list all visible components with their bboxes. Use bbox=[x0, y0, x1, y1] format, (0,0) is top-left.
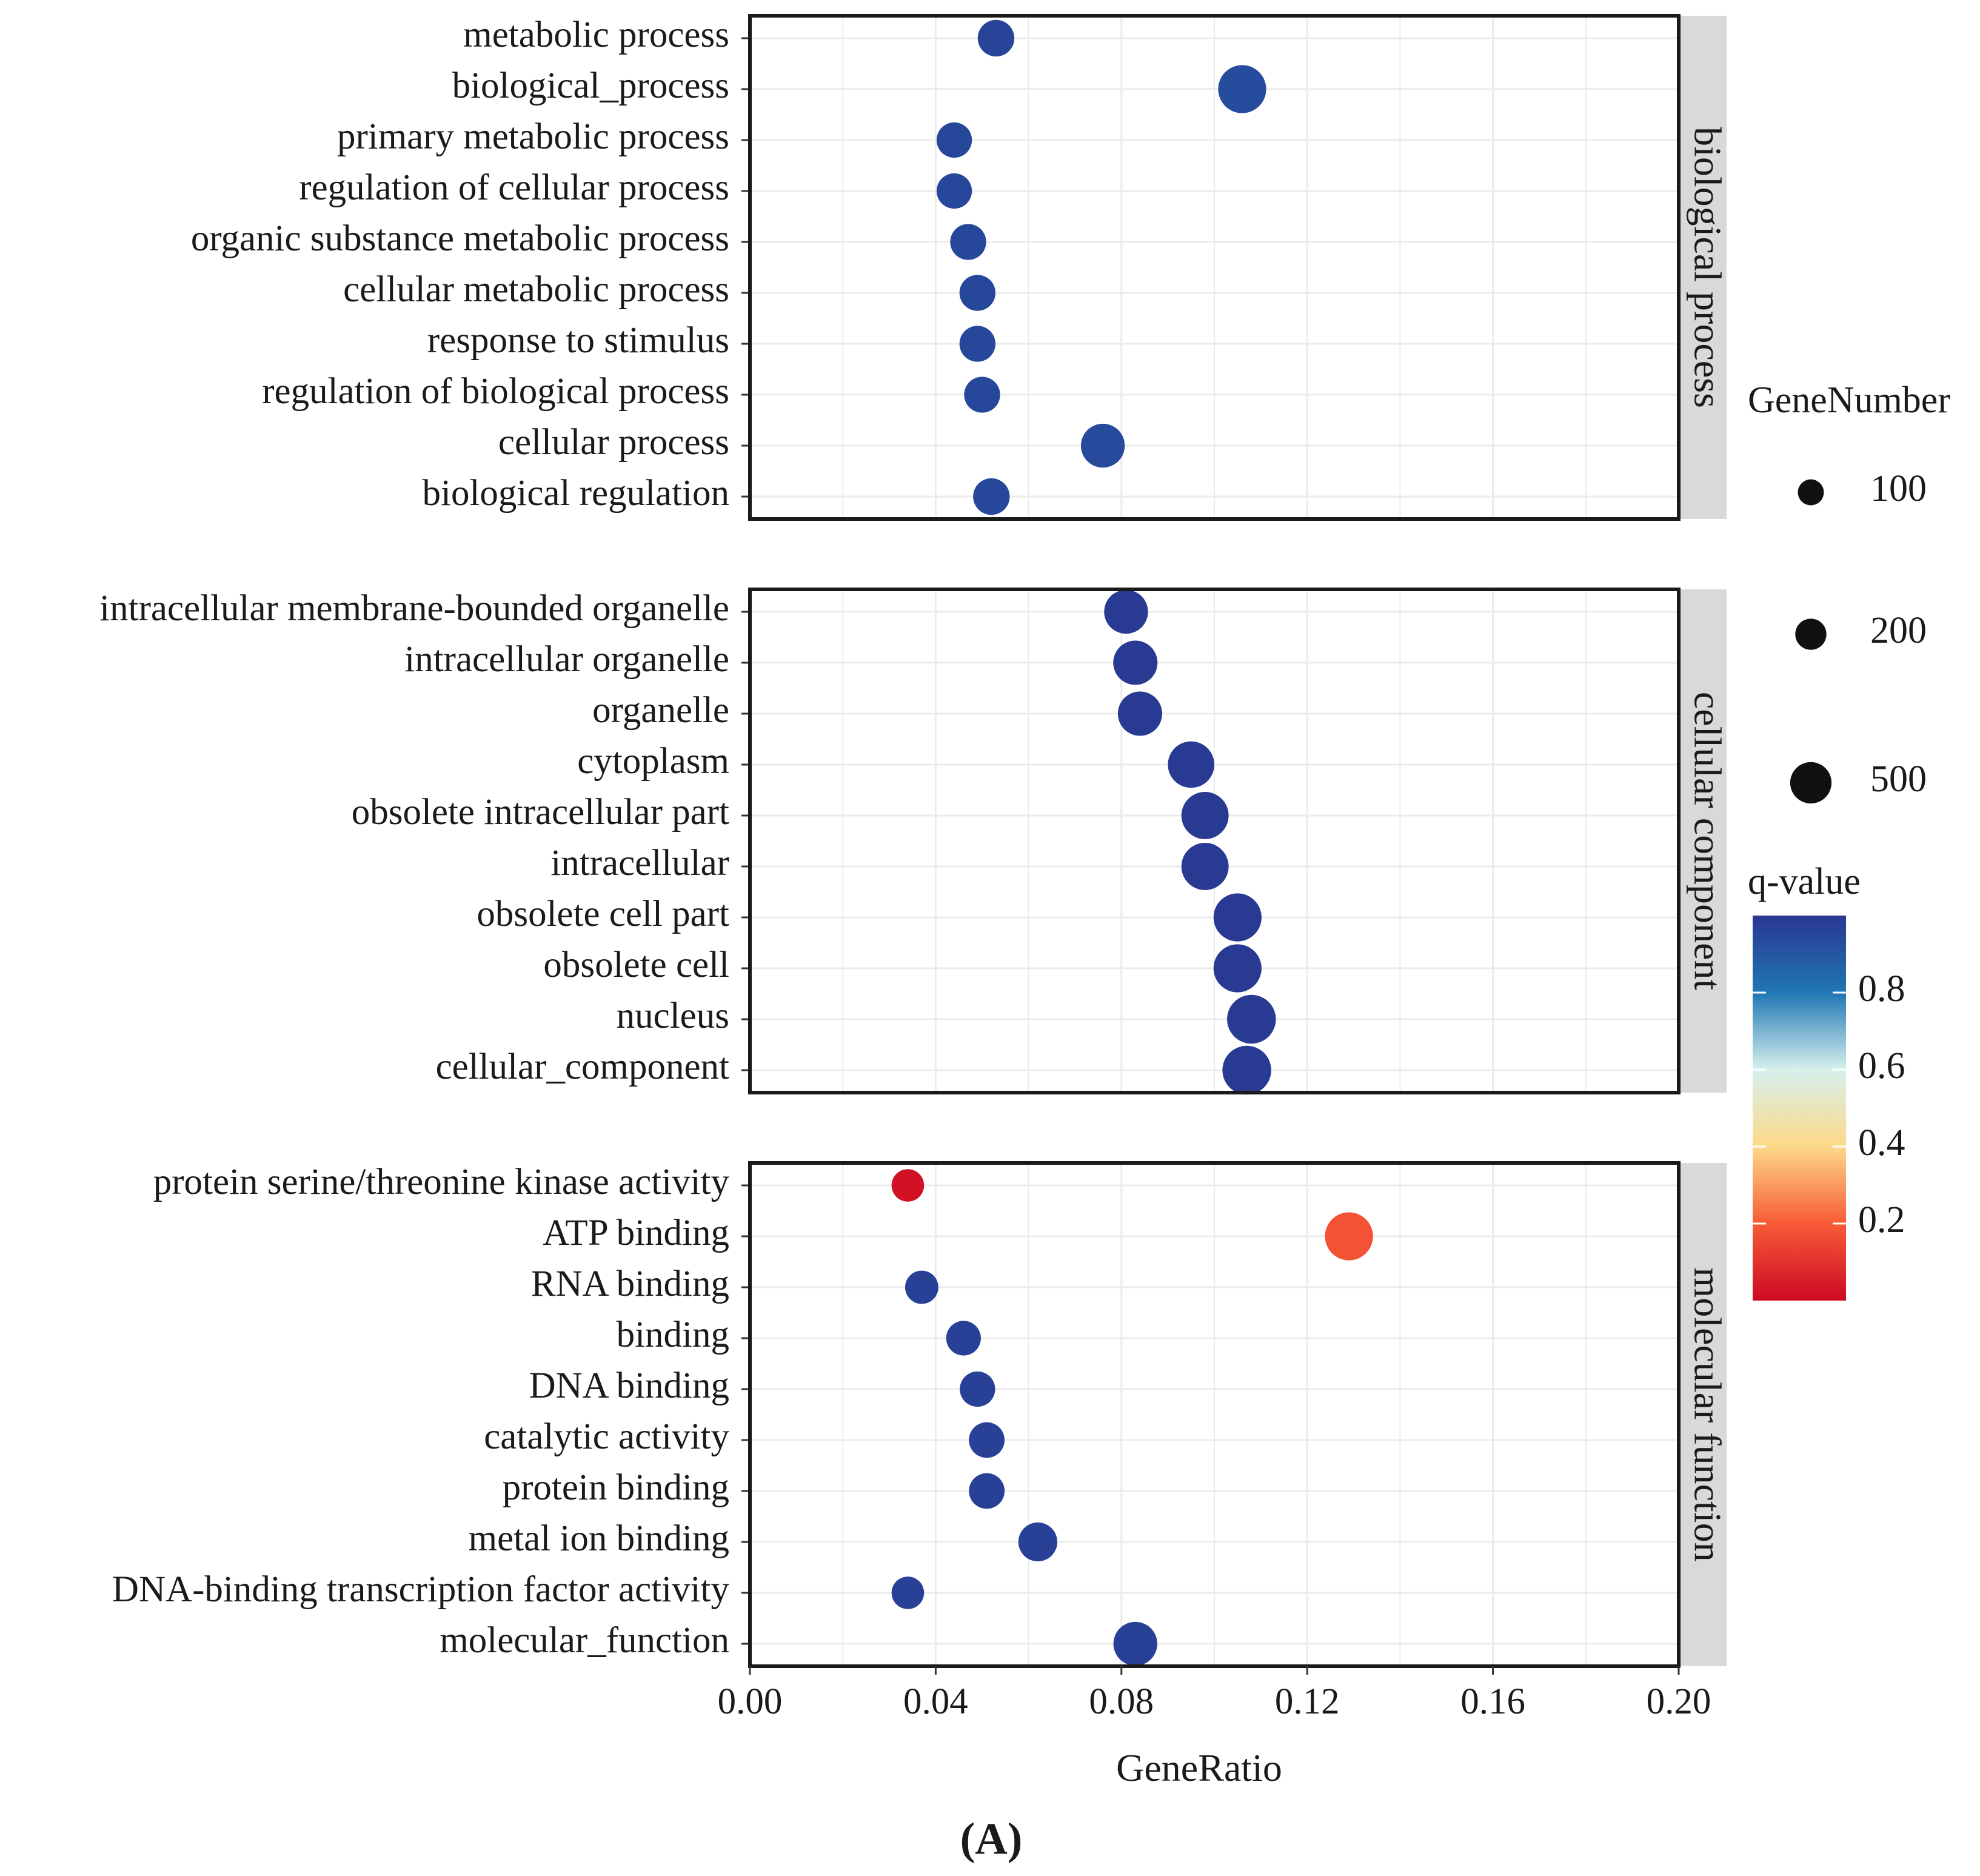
data-point bbox=[960, 1371, 995, 1407]
panel-letter: (A) bbox=[960, 1814, 1023, 1864]
data-point bbox=[969, 1422, 1005, 1458]
category-label: DNA-binding transcription factor activit… bbox=[112, 1569, 730, 1610]
category-label: binding bbox=[617, 1315, 729, 1355]
x-tick-label: 0.00 bbox=[718, 1681, 783, 1722]
data-point bbox=[977, 19, 1015, 57]
data-point bbox=[969, 1473, 1005, 1509]
panel-border bbox=[748, 588, 1681, 1094]
category-label: metabolic process bbox=[463, 15, 729, 55]
color-legend-label: 0.2 bbox=[1858, 1199, 1905, 1241]
category-label: catalytic activity bbox=[484, 1416, 729, 1457]
data-point bbox=[1117, 691, 1162, 736]
category-label: obsolete cell part bbox=[477, 894, 729, 934]
category-label: organelle bbox=[592, 690, 729, 731]
category-label: molecular_function bbox=[440, 1620, 729, 1661]
facet-strip-label: cellular component bbox=[1686, 692, 1729, 990]
data-point bbox=[1227, 994, 1276, 1044]
category-label: regulation of biological process bbox=[262, 371, 729, 412]
facet-panel: metabolic process biological_processprima… bbox=[191, 14, 1729, 521]
size-legend: GeneNumber 100 200 500 bbox=[1748, 380, 1950, 804]
facet-panel: intracellular membrane-bounded organelle… bbox=[99, 588, 1729, 1095]
x-tick-label: 0.16 bbox=[1460, 1681, 1525, 1722]
data-point bbox=[1181, 843, 1229, 890]
facet-strip-label: molecular function bbox=[1686, 1267, 1729, 1561]
size-legend-key bbox=[1795, 618, 1827, 650]
size-legend-label: 500 bbox=[1870, 759, 1927, 800]
data-point bbox=[973, 478, 1010, 515]
category-label: biological regulation bbox=[423, 473, 730, 514]
facet-strip bbox=[1681, 16, 1727, 519]
data-point bbox=[1113, 640, 1158, 685]
data-point bbox=[936, 173, 972, 209]
facet-panels: metabolic process biological_processprima… bbox=[99, 14, 1729, 1668]
x-tick-label: 0.12 bbox=[1275, 1681, 1340, 1722]
category-label: RNA binding bbox=[531, 1264, 729, 1304]
data-point bbox=[1080, 423, 1125, 468]
size-legend-key bbox=[1798, 479, 1824, 506]
x-tick-label: 0.20 bbox=[1647, 1681, 1711, 1722]
category-label: nucleus bbox=[617, 996, 729, 1036]
facet-strip bbox=[1681, 1163, 1727, 1666]
category-label: response to stimulus bbox=[427, 320, 729, 361]
data-point bbox=[1213, 893, 1262, 942]
size-legend-key bbox=[1790, 762, 1832, 804]
category-label: organic substance metabolic process bbox=[191, 218, 729, 259]
panel-border bbox=[748, 1161, 1681, 1668]
data-point bbox=[1113, 1621, 1157, 1666]
category-label: biological_process bbox=[452, 65, 729, 106]
facet-strip-label: biological process bbox=[1686, 127, 1729, 408]
data-point bbox=[1104, 589, 1148, 634]
data-point bbox=[1168, 741, 1214, 788]
category-label: regulation of cellular process bbox=[299, 167, 729, 208]
category-label: intracellular bbox=[550, 843, 729, 883]
data-point bbox=[891, 1169, 925, 1202]
category-label: protein serine/threonine kinase activity bbox=[153, 1162, 730, 1202]
data-point bbox=[1018, 1522, 1058, 1562]
size-legend-label: 100 bbox=[1870, 468, 1927, 509]
category-label: obsolete intracellular part bbox=[352, 792, 729, 832]
category-label: cytoplasm bbox=[577, 741, 729, 782]
data-point bbox=[964, 377, 1000, 413]
x-axis-title: GeneRatio bbox=[1116, 1746, 1282, 1789]
category-label: ATP binding bbox=[543, 1213, 729, 1253]
data-point bbox=[1213, 944, 1262, 993]
category-label: cellular_component bbox=[436, 1047, 729, 1087]
category-label: cellular metabolic process bbox=[343, 269, 729, 310]
color-legend: q-value 0.8 0.6 0.4 0.2 bbox=[1748, 861, 1905, 1301]
color-legend-bar bbox=[1753, 916, 1846, 1301]
data-point bbox=[959, 326, 996, 362]
category-label: intracellular membrane-bounded organelle bbox=[99, 588, 729, 629]
data-point bbox=[946, 1321, 981, 1356]
x-axis: 0.00 0.04 0.08 0.12 0.16 0.20 bbox=[718, 1666, 1711, 1722]
facet-strip bbox=[1681, 589, 1727, 1093]
color-legend-label: 0.6 bbox=[1858, 1045, 1905, 1087]
color-legend-label: 0.4 bbox=[1858, 1122, 1905, 1164]
data-point bbox=[950, 224, 986, 260]
category-label: obsolete cell bbox=[543, 945, 729, 985]
category-label: intracellular organelle bbox=[404, 639, 729, 680]
category-label: protein binding bbox=[503, 1467, 729, 1508]
category-label: metal ion binding bbox=[469, 1518, 729, 1559]
size-legend-label: 200 bbox=[1870, 610, 1927, 651]
color-legend-title: q-value bbox=[1748, 861, 1861, 902]
facet-panel: protein serine/threonine kinase activity… bbox=[112, 1161, 1729, 1668]
color-legend-label: 0.8 bbox=[1858, 968, 1905, 1010]
x-tick-label: 0.08 bbox=[1089, 1681, 1154, 1722]
x-tick-label: 0.04 bbox=[903, 1681, 968, 1722]
category-label: cellular process bbox=[498, 422, 729, 463]
category-label: DNA binding bbox=[529, 1365, 729, 1406]
data-point bbox=[1181, 792, 1229, 839]
data-point bbox=[891, 1576, 925, 1609]
data-point bbox=[1325, 1212, 1373, 1261]
data-point bbox=[1222, 1045, 1271, 1095]
data-point bbox=[1218, 65, 1266, 113]
panel-border bbox=[748, 14, 1681, 521]
data-point bbox=[936, 122, 972, 158]
category-label: primary metabolic process bbox=[337, 116, 729, 157]
data-point bbox=[905, 1270, 938, 1304]
data-point bbox=[959, 275, 996, 311]
size-legend-title: GeneNumber bbox=[1748, 380, 1950, 421]
